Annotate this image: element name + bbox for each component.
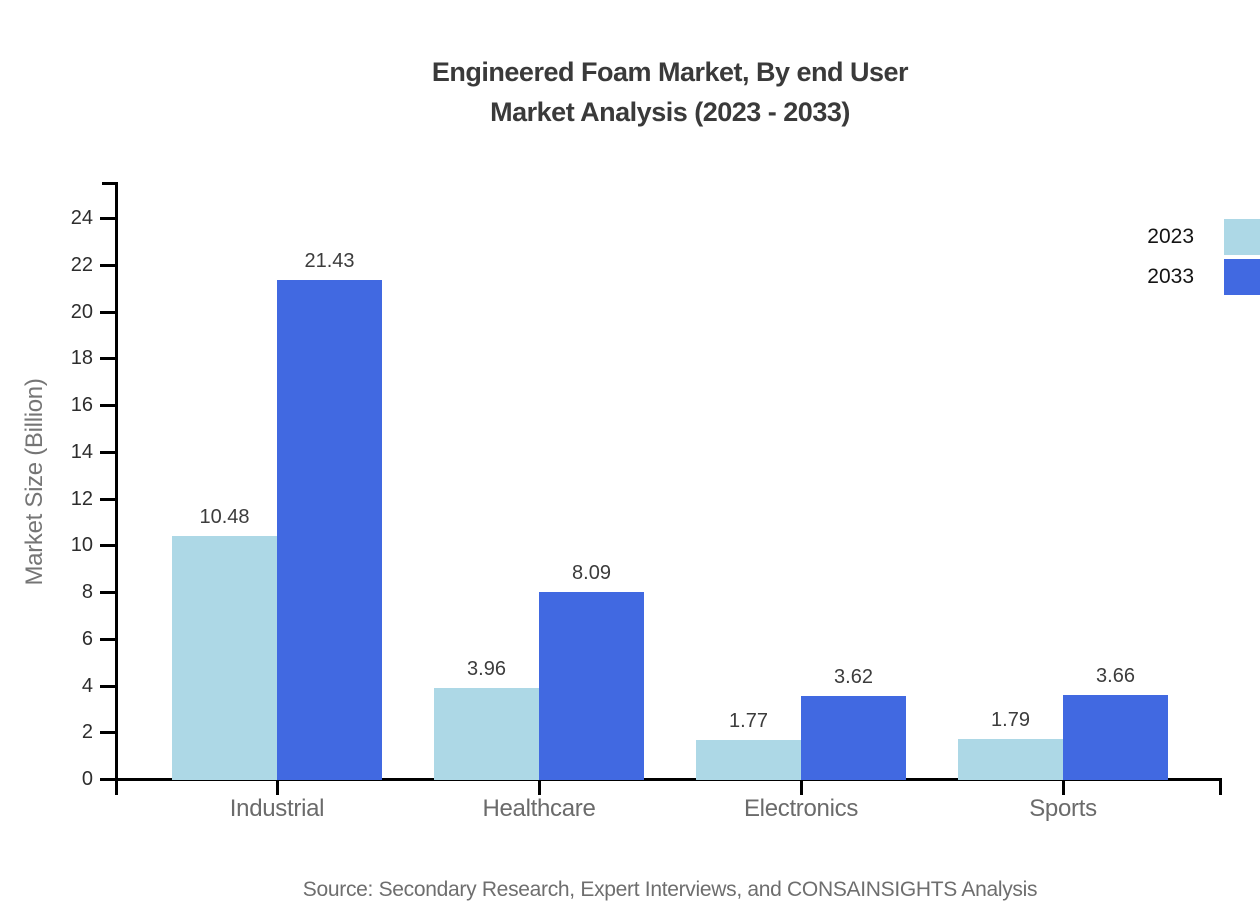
bar-2023-industrial — [172, 536, 277, 780]
y-tick — [100, 310, 118, 314]
x-tick-sports — [1062, 781, 1065, 795]
y-axis-end-cap — [102, 182, 118, 185]
value-label-2033-electronics: 3.62 — [834, 666, 873, 689]
y-axis-line — [115, 182, 118, 795]
bar-2023-healthcare — [434, 688, 539, 780]
value-label-2033-industrial: 21.43 — [304, 250, 355, 273]
y-tick — [100, 778, 118, 781]
value-label-2033-healthcare: 8.09 — [572, 561, 611, 584]
y-tick — [100, 497, 118, 501]
chart-title: Engineered Foam Market, By end User Mark… — [80, 52, 1260, 132]
y-tick-label: 12 — [70, 487, 93, 510]
y-tick-label: 14 — [70, 440, 93, 463]
x-tick-electronics — [800, 781, 803, 795]
x-axis-end-tick — [1219, 781, 1222, 795]
y-tick — [100, 591, 118, 594]
legend-label-2033: 2033 — [1147, 265, 1194, 288]
y-tick-label: 10 — [70, 534, 93, 557]
legend: 2023 2033 — [1000, 219, 1260, 299]
y-tick-label: 24 — [70, 207, 93, 229]
bar-2023-sports — [958, 739, 1063, 780]
value-label-2023-healthcare: 3.96 — [467, 658, 506, 681]
x-axis-line — [115, 778, 1222, 781]
bar-2023-electronics — [696, 739, 801, 780]
y-tick-label: 6 — [81, 627, 93, 650]
y-tick — [100, 637, 118, 641]
y-tick — [100, 684, 118, 688]
y-tick-label: 22 — [70, 253, 93, 276]
y-tick-label: 8 — [81, 581, 93, 603]
y-tick — [100, 731, 118, 735]
value-label-2023-industrial: 10.48 — [199, 506, 250, 529]
category-label-industrial: Industrial — [229, 795, 325, 822]
chart-title-line1: Engineered Foam Market, By end User — [431, 57, 909, 87]
y-tick — [100, 357, 118, 361]
x-tick-industrial — [276, 781, 279, 795]
y-tick — [100, 404, 118, 407]
y-tick — [100, 450, 118, 454]
source-note: Source: Secondary Research, Expert Inter… — [302, 878, 1038, 901]
legend-swatch-2023 — [1224, 219, 1260, 255]
bar-2033-industrial — [277, 280, 382, 780]
y-tick-label: 4 — [81, 674, 93, 697]
bar-2033-healthcare — [539, 591, 644, 780]
y-tick-label: 18 — [70, 347, 93, 370]
category-label-electronics: Electronics — [743, 795, 859, 822]
y-tick — [100, 263, 118, 267]
legend-item-2033: 2033 — [1000, 259, 1260, 295]
y-tick — [100, 544, 118, 548]
y-axis-title: Market Size (Billion) — [21, 378, 48, 586]
bar-2033-electronics — [801, 696, 906, 780]
y-tick — [100, 217, 118, 220]
value-label-2033-sports: 3.66 — [1096, 665, 1135, 688]
x-tick-healthcare — [538, 781, 541, 795]
category-label-sports: Sports — [1029, 795, 1097, 822]
y-tick-label: 2 — [81, 721, 93, 744]
value-label-2023-electronics: 1.77 — [729, 709, 768, 732]
value-label-2023-sports: 1.79 — [991, 709, 1030, 732]
y-tick-label: 0 — [81, 768, 93, 790]
category-label-healthcare: Healthcare — [482, 795, 596, 822]
legend-item-2023: 2023 — [1000, 219, 1260, 255]
y-tick-label: 20 — [70, 300, 93, 323]
bar-2033-sports — [1063, 695, 1168, 780]
legend-label-2023: 2023 — [1147, 225, 1194, 248]
chart-title-line2: Market Analysis (2023 - 2033) — [490, 97, 850, 127]
y-tick-label: 16 — [70, 394, 93, 416]
legend-swatch-2033 — [1224, 259, 1260, 295]
